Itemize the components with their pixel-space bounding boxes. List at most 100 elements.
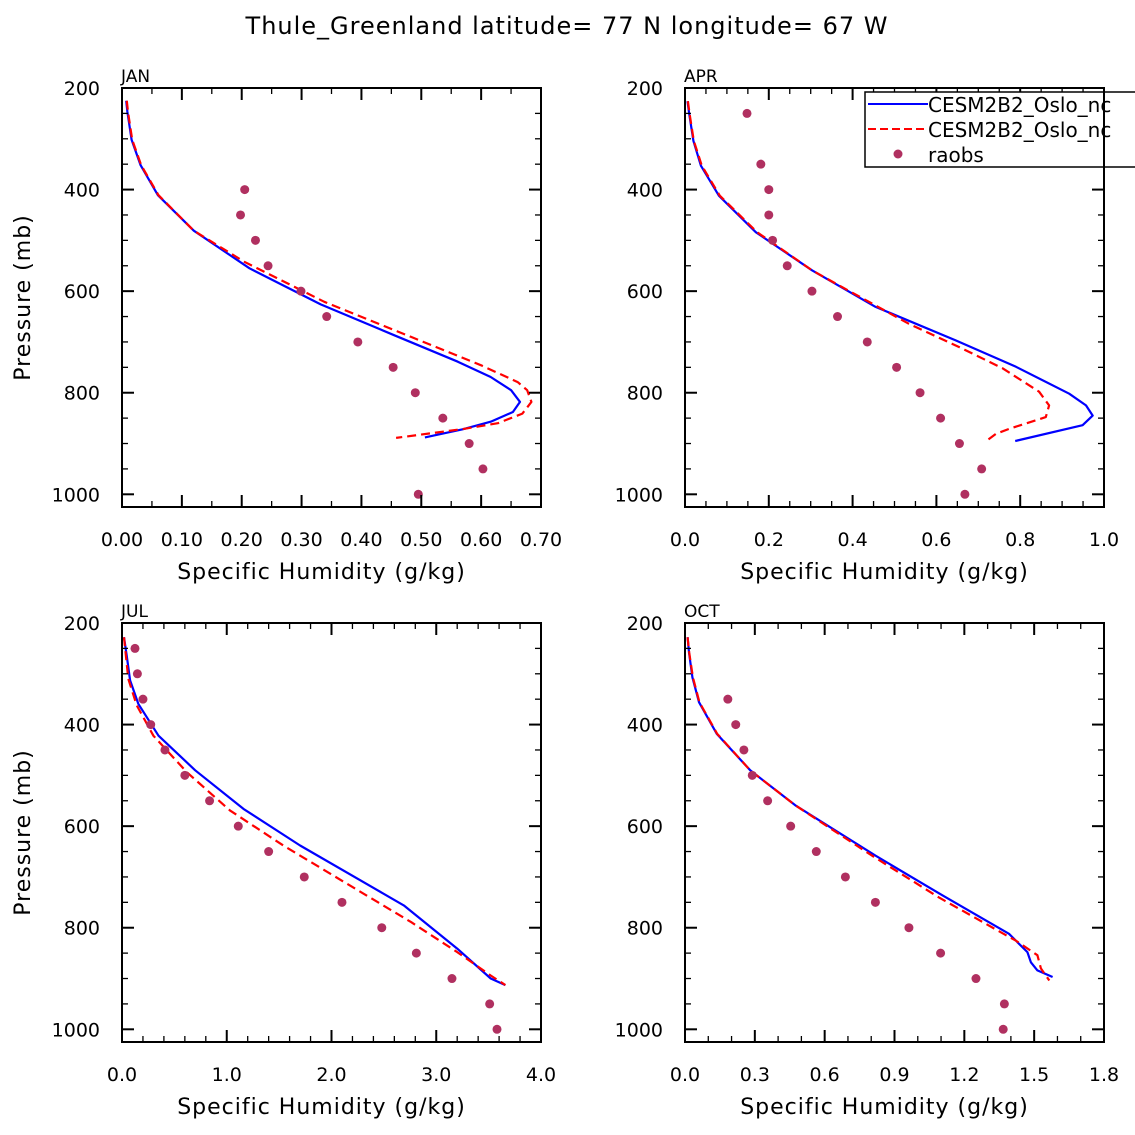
raobs-point xyxy=(739,745,749,755)
raobs-point xyxy=(132,669,142,679)
y-tick-label: 200 xyxy=(64,613,100,635)
raobs-point xyxy=(971,974,981,984)
y-tick-label: 800 xyxy=(627,383,663,405)
raobs-point xyxy=(999,999,1009,1009)
raobs-point xyxy=(160,745,170,755)
y-tick-label: 600 xyxy=(64,816,100,838)
raobs-point xyxy=(764,185,774,195)
raobs-point xyxy=(870,897,880,907)
plot-frame xyxy=(121,87,542,508)
model-dashed-line xyxy=(125,100,533,439)
panel-label: OCT xyxy=(684,602,720,622)
raobs-point xyxy=(138,694,148,704)
plot-frame xyxy=(121,622,542,1043)
x-tick-label: 0.6 xyxy=(921,529,951,551)
raobs-point xyxy=(236,210,246,220)
x-tick-label: 3.0 xyxy=(421,1064,451,1086)
raobs-point xyxy=(960,489,970,499)
raobs-point xyxy=(485,999,495,1009)
raobs-point xyxy=(264,847,274,857)
raobs-point xyxy=(263,261,273,271)
panel-label: APR xyxy=(684,67,718,87)
panel-apr: 0.0 0.2 0.4 0.6 0.8 1.0 200 400 600 800 1000 APR Spe… xyxy=(615,67,1119,585)
raobs-point xyxy=(205,796,215,806)
x-tick-label: 0.4 xyxy=(837,529,867,551)
x-axis-label: Specific Humidity (g/kg) xyxy=(740,560,1029,585)
y-axis-label: Pressure (mb) xyxy=(11,214,36,381)
panel-jul: 0.0 1.0 2.0 3.0 4.0 200 400 600 800 1000 JUL Specif… xyxy=(11,602,556,1120)
y-tick-label: 800 xyxy=(64,383,100,405)
raobs-point xyxy=(723,694,733,704)
raobs-point xyxy=(782,261,792,271)
raobs-point xyxy=(833,312,843,322)
raobs-point xyxy=(768,235,778,245)
x-tick-label: 0.3 xyxy=(740,1064,770,1086)
raobs-point xyxy=(936,948,946,958)
y-tick-label: 600 xyxy=(64,281,100,303)
raobs-point xyxy=(322,312,332,322)
x-tick-label: 0.9 xyxy=(879,1064,909,1086)
x-tick-label: 0.70 xyxy=(520,529,562,551)
panel-label: JUL xyxy=(120,602,148,622)
raobs-point xyxy=(747,770,757,780)
raobs-point xyxy=(811,847,821,857)
model-solid-line xyxy=(125,100,522,439)
raobs-point xyxy=(936,413,946,423)
x-axis-label: Specific Humidity (g/kg) xyxy=(177,560,466,585)
raobs-point xyxy=(731,720,741,730)
x-tick-label: 0.50 xyxy=(400,529,442,551)
x-tick-label: 0.40 xyxy=(340,529,382,551)
x-tick-label: 0.20 xyxy=(221,529,263,551)
raobs-point xyxy=(146,720,156,730)
figure-title: Thule_Greenland latitude= 77 N longitude… xyxy=(245,12,889,40)
x-tick-label: 4.0 xyxy=(526,1064,556,1086)
legend-label: CESM2B2_Oslo_nc xyxy=(928,118,1111,142)
raobs-point xyxy=(492,1024,502,1034)
plot-area xyxy=(686,637,1054,1034)
x-tick-label: 0.0 xyxy=(107,1064,137,1086)
raobs-point xyxy=(180,770,190,780)
y-axis-label: Pressure (mb) xyxy=(11,749,36,916)
raobs-point xyxy=(353,337,363,347)
y-tick-label: 1000 xyxy=(615,1019,663,1041)
legend-dot-icon xyxy=(893,149,903,159)
y-tick-label: 600 xyxy=(627,281,663,303)
raobs-point xyxy=(296,286,306,296)
x-tick-label: 0.60 xyxy=(460,529,502,551)
raobs-point xyxy=(411,948,421,958)
raobs-point xyxy=(742,108,752,118)
x-axis-label: Specific Humidity (g/kg) xyxy=(177,1095,466,1120)
x-tick-label: 1.0 xyxy=(212,1064,242,1086)
raobs-point xyxy=(786,821,796,831)
x-tick-label: 0.10 xyxy=(161,529,203,551)
y-tick-label: 200 xyxy=(627,78,663,100)
model-dashed-line xyxy=(122,637,507,987)
raobs-point xyxy=(954,439,964,449)
panel-jan: 0.00 0.10 0.20 0.30 0.40 0.50 0.60 0.70 200 400 60… xyxy=(11,67,562,585)
x-tick-label: 0.6 xyxy=(810,1064,840,1086)
raobs-point xyxy=(377,923,387,933)
x-tick-label: 0.0 xyxy=(670,1064,700,1086)
raobs-point xyxy=(915,388,925,398)
y-tick-label: 400 xyxy=(627,715,663,737)
x-tick-label: 0.30 xyxy=(280,529,322,551)
raobs-point xyxy=(388,362,398,372)
y-tick-label: 400 xyxy=(627,180,663,202)
plot-frame xyxy=(684,622,1105,1043)
y-tick-label: 1000 xyxy=(52,484,100,506)
y-tick-label: 800 xyxy=(64,918,100,940)
raobs-point xyxy=(240,185,250,195)
plot-area xyxy=(122,637,507,1034)
y-tick-label: 600 xyxy=(627,816,663,838)
raobs-point xyxy=(840,872,850,882)
raobs-point xyxy=(478,464,488,474)
x-tick-label: 1.0 xyxy=(1089,529,1119,551)
raobs-point xyxy=(337,897,347,907)
x-tick-label: 1.5 xyxy=(1019,1064,1049,1086)
x-axis-label: Specific Humidity (g/kg) xyxy=(740,1095,1029,1120)
raobs-point xyxy=(299,872,309,882)
x-tick-label: 1.8 xyxy=(1089,1064,1119,1086)
panel-label: JAN xyxy=(120,67,150,87)
